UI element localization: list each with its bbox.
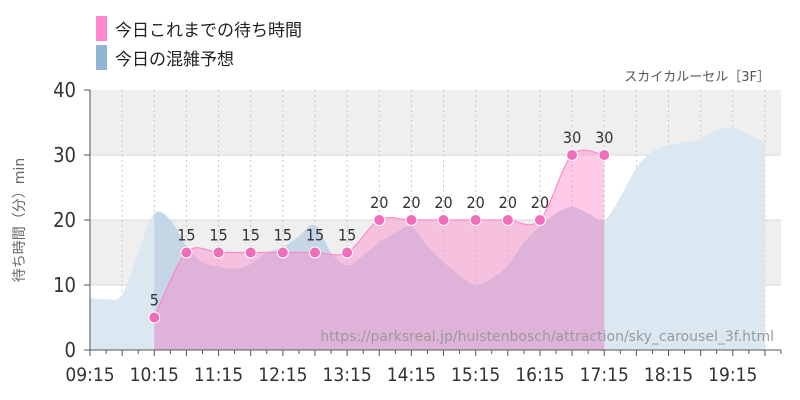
data-label: 5 — [150, 291, 159, 310]
data-point — [276, 246, 289, 259]
y-axis-label: 待ち時間（分）min — [12, 158, 28, 282]
data-label: 30 — [595, 128, 613, 147]
data-point — [533, 214, 546, 226]
data-label: 15 — [242, 226, 260, 245]
x-tick-label: 14:15 — [387, 364, 436, 386]
ride-label: スカイカルーセル［3F］ — [624, 70, 770, 85]
forecast-area-overlap — [154, 207, 605, 350]
data-label: 15 — [209, 226, 227, 245]
legend-item-forecast: 今日の混雑予想 — [96, 43, 302, 72]
data-point — [469, 214, 482, 226]
x-tick-label: 17:15 — [580, 364, 629, 386]
data-point — [437, 214, 450, 226]
y-tick-label: 10 — [53, 273, 76, 297]
y-tick-label: 20 — [53, 208, 76, 232]
actual-area — [154, 150, 605, 350]
data-point — [373, 214, 386, 226]
data-point — [180, 246, 193, 259]
y-tick-label: 0 — [65, 338, 76, 362]
x-tick-label: 12:15 — [258, 364, 307, 386]
x-tick-label: 15:15 — [451, 364, 500, 386]
source-url: https://parksreal.jp/huistenbosch/attrac… — [320, 329, 774, 345]
x-tick-label: 10:15 — [130, 364, 179, 386]
legend: 今日これまでの待ち時間 今日の混雑予想 — [96, 14, 302, 72]
x-tick-label: 19:15 — [708, 364, 757, 386]
data-label: 30 — [563, 128, 581, 147]
data-label: 15 — [274, 226, 292, 245]
data-label: 15 — [338, 226, 356, 245]
data-point — [148, 311, 161, 324]
data-label: 20 — [499, 193, 517, 212]
data-label: 20 — [402, 193, 420, 212]
data-point — [244, 246, 257, 259]
x-tick-label: 18:15 — [644, 364, 693, 386]
data-label: 20 — [434, 193, 452, 212]
data-point — [501, 214, 514, 226]
x-tick-label: 13:15 — [322, 364, 371, 386]
y-tick-label: 30 — [53, 143, 76, 167]
data-point — [341, 246, 354, 259]
data-point — [308, 246, 321, 259]
legend-swatch-actual — [96, 16, 107, 41]
data-label: 20 — [467, 193, 485, 212]
data-point — [566, 149, 579, 161]
data-label: 15 — [306, 226, 324, 245]
data-label: 15 — [177, 226, 195, 245]
x-tick-label: 11:15 — [194, 364, 243, 386]
legend-swatch-forecast — [96, 45, 107, 70]
y-tick-label: 40 — [53, 78, 76, 102]
legend-item-actual: 今日これまでの待ち時間 — [96, 14, 302, 43]
data-point — [212, 246, 225, 259]
x-tick-label: 09:15 — [65, 364, 114, 386]
x-tick-label: 16:15 — [515, 364, 564, 386]
data-label: 20 — [531, 193, 549, 212]
data-label: 20 — [370, 193, 388, 212]
legend-label-forecast: 今日の混雑予想 — [115, 50, 234, 70]
legend-label-actual: 今日これまでの待ち時間 — [115, 21, 302, 41]
grid-band — [90, 90, 781, 155]
data-point — [405, 214, 418, 226]
data-point — [598, 149, 611, 161]
